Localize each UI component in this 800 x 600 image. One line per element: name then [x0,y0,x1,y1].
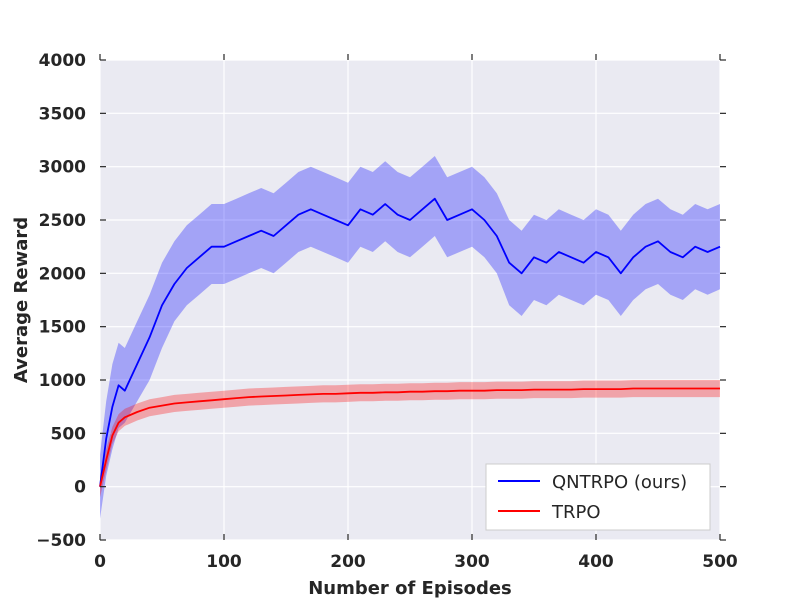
band-qntrpo [100,156,720,519]
x-tick-label: 0 [94,552,106,572]
plot-background [100,60,720,540]
axis-ticks [99,54,726,541]
x-tick-label: 400 [578,552,614,572]
y-tick-label: 500 [51,424,87,444]
series-lines [99,197,721,487]
y-tick-label: 3000 [39,158,86,178]
x-tick-label: 100 [206,552,242,572]
confidence-bands [100,156,720,519]
y-tick-label: −500 [36,531,86,551]
y-tick-label: 1500 [39,318,86,338]
x-tick-label: 200 [330,552,366,572]
legend-box [485,463,711,531]
band-trpo [100,380,720,498]
x-tick-label: 500 [702,552,738,572]
y-tick-labels: −500 0 500 1000 1500 2000 2500 3000 3500 4000 [36,51,86,551]
x-axis-label: Number of Episodes [308,578,512,599]
line-trpo [99,387,720,487]
x-tick-labels: 0 100 200 300 400 500 [94,552,738,572]
y-tick-label: 4000 [39,51,86,71]
y-tick-label: 3500 [39,104,86,124]
x-tick-label: 300 [454,552,490,572]
y-tick-label: 1000 [39,371,86,391]
legend-label-qntrpo: QNTRPO (ours) [552,472,687,493]
y-tick-label: 2500 [39,211,86,231]
y-tick-label: 0 [74,478,86,498]
y-axis-label: Average Reward [11,217,32,383]
y-tick-label: 2000 [39,264,86,284]
gridlines [99,59,721,541]
legend-label-trpo: TRPO [551,502,601,523]
line-qntrpo [99,197,721,487]
legend: QNTRPO (ours) TRPO [485,463,711,531]
